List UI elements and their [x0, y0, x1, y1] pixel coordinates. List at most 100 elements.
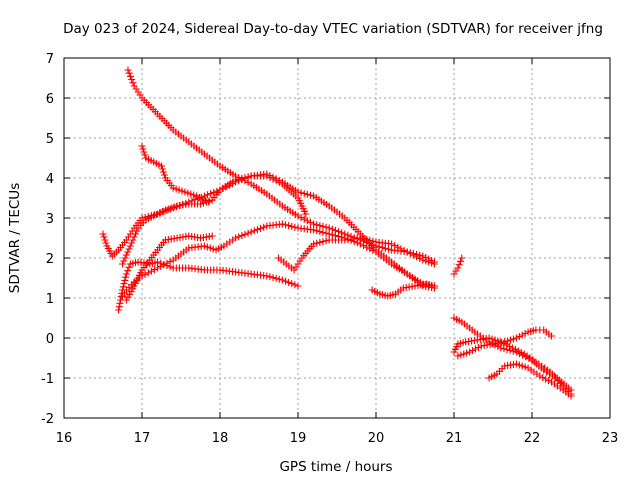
data-point-marker [206, 244, 214, 252]
data-point-marker [306, 191, 314, 199]
data-point-marker [517, 349, 525, 356]
data-point-marker [238, 174, 246, 182]
data-point-marker [121, 276, 129, 284]
data-point-marker [471, 345, 479, 353]
data-point-marker [458, 254, 466, 262]
data-point-marker [158, 165, 166, 173]
data-point-marker [138, 214, 146, 222]
data-point-marker [115, 306, 123, 314]
data-point-marker [322, 229, 330, 237]
data-point-marker [488, 335, 496, 343]
data-point-marker [285, 278, 293, 286]
data-point-marker [567, 392, 575, 400]
data-point-marker [509, 344, 516, 352]
data-point-marker [545, 377, 553, 384]
data-point-marker [416, 254, 424, 262]
data-point-marker [122, 270, 130, 278]
data-point-marker [300, 190, 308, 198]
series-track-7 [138, 142, 212, 206]
data-point-marker [126, 72, 134, 80]
data-point-marker [269, 274, 277, 282]
data-point-marker [172, 185, 180, 193]
data-point-marker [356, 240, 364, 248]
data-point-marker [244, 229, 252, 237]
data-point-marker [125, 245, 133, 253]
data-point-marker [460, 350, 468, 358]
data-point-marker [397, 245, 405, 253]
data-point-marker [457, 257, 464, 265]
data-point-marker [272, 177, 280, 185]
data-point-marker [122, 251, 130, 259]
data-point-marker [238, 232, 246, 240]
data-point-marker [100, 233, 108, 241]
data-point-marker [187, 190, 195, 198]
x-tick-label: 18 [212, 431, 229, 446]
data-point-marker [125, 263, 133, 271]
data-point-marker [272, 274, 280, 282]
data-point-marker [303, 217, 311, 225]
series-track-13 [454, 326, 555, 360]
x-tick-label: 16 [56, 431, 73, 446]
data-point-marker [184, 189, 192, 197]
data-point-marker [260, 223, 268, 231]
data-point-marker [203, 243, 211, 251]
data-point-marker [302, 210, 310, 218]
data-point-marker [497, 344, 505, 352]
data-point-marker [521, 363, 529, 371]
data-point-marker [154, 258, 162, 266]
data-point-marker [257, 224, 265, 232]
data-point-marker [147, 267, 155, 275]
data-point-marker [325, 224, 333, 232]
data-point-marker [115, 303, 123, 311]
data-point-marker [158, 208, 166, 215]
x-tick-labels: 16 17 18 19 20 21 22 23 [56, 431, 619, 446]
data-point-marker [303, 190, 311, 198]
x-tick-label: 23 [602, 431, 619, 446]
data-point-marker [394, 243, 402, 251]
data-point-marker [128, 239, 136, 247]
data-point-marker [282, 277, 290, 285]
data-point-marker [300, 215, 308, 223]
data-point-marker [119, 260, 126, 268]
data-point-marker [316, 238, 324, 246]
y-tick-label: 2 [46, 252, 54, 267]
data-point-marker [156, 209, 164, 217]
data-point-marker [141, 270, 149, 278]
data-point-marker [504, 337, 512, 345]
data-point-marker [466, 348, 474, 356]
data-point-marker [518, 362, 526, 370]
data-point-marker [316, 222, 324, 230]
x-tick-label: 21 [446, 431, 463, 446]
data-point-marker [232, 234, 240, 242]
data-point-marker [455, 261, 463, 269]
data-point-marker [275, 178, 283, 186]
data-point-marker [102, 239, 110, 247]
data-point-marker [120, 280, 128, 288]
data-point-marker [454, 352, 462, 360]
data-point-marker [291, 281, 299, 289]
data-point-marker [322, 223, 330, 231]
y-tick-label: 5 [46, 132, 54, 147]
y-tick-label: 3 [46, 212, 54, 227]
data-point-marker [501, 338, 509, 346]
chart-title: Day 023 of 2024, Sidereal Day-to-day VTE… [63, 21, 603, 37]
data-point-marker [507, 336, 515, 344]
data-point-marker [297, 189, 305, 197]
data-point-marker [140, 148, 148, 156]
data-point-marker [363, 243, 371, 251]
axis-ticks [63, 57, 611, 419]
series-track-9 [368, 280, 438, 300]
data-point-marker [213, 187, 221, 195]
data-point-marker [130, 233, 138, 241]
data-point-marker [294, 188, 302, 196]
data-point-marker [116, 299, 124, 307]
data-point-marker [160, 261, 168, 269]
data-point-marker [163, 259, 171, 267]
data-point-marker [322, 237, 330, 245]
data-point-marker [121, 254, 129, 262]
series-track-12 [450, 334, 575, 394]
data-point-marker [197, 200, 204, 208]
data-point-marker [138, 142, 146, 150]
data-point-marker [241, 174, 249, 182]
